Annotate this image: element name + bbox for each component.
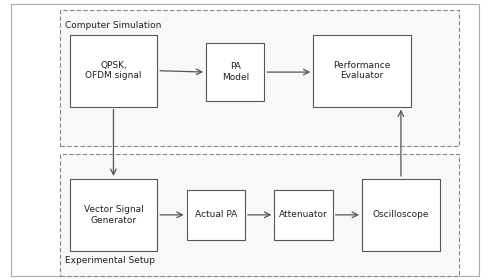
Text: Oscilloscope: Oscilloscope [373,210,429,219]
Text: QPSK,
OFDM signal: QPSK, OFDM signal [85,61,142,80]
FancyBboxPatch shape [362,179,440,251]
Text: Experimental Setup: Experimental Setup [65,256,155,265]
FancyBboxPatch shape [70,35,157,107]
FancyBboxPatch shape [70,179,157,251]
Text: Vector Signal
Generator: Vector Signal Generator [84,205,143,225]
Text: Actual PA: Actual PA [195,210,237,219]
FancyBboxPatch shape [206,43,265,101]
Text: PA
Model: PA Model [221,62,249,82]
FancyBboxPatch shape [187,190,245,240]
FancyBboxPatch shape [11,4,479,276]
FancyBboxPatch shape [274,190,333,240]
Text: Attenuator: Attenuator [279,210,328,219]
FancyBboxPatch shape [60,10,460,146]
Text: Computer Simulation: Computer Simulation [65,21,161,30]
Text: Performance
Evaluator: Performance Evaluator [333,61,391,80]
FancyBboxPatch shape [60,154,460,276]
FancyBboxPatch shape [313,35,411,107]
